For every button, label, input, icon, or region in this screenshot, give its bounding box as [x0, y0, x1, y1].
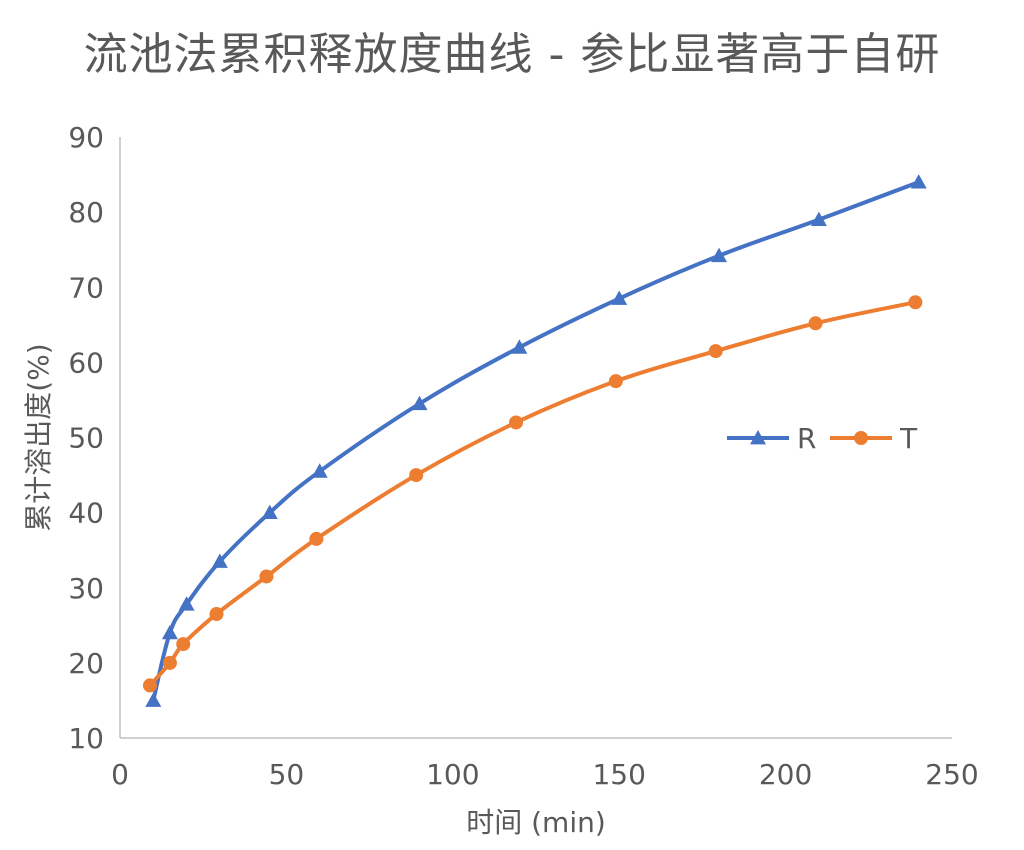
data-point-R	[810, 211, 827, 227]
data-point-T	[209, 607, 224, 622]
data-point-T	[142, 678, 157, 693]
legend-label-T: T	[899, 422, 918, 455]
x-tick-label: 200	[759, 758, 812, 791]
data-point-R	[178, 596, 195, 611]
data-point-T	[908, 295, 923, 310]
data-point-T	[409, 468, 424, 483]
legend-marker-T	[854, 431, 868, 445]
series-line-T	[147, 300, 918, 688]
x-tick-label: 0	[111, 758, 129, 791]
data-point-R	[311, 463, 328, 478]
data-point-T	[509, 415, 524, 430]
data-point-R	[161, 624, 178, 640]
y-tick-label: 30	[68, 572, 104, 605]
data-point-R	[910, 174, 927, 189]
y-tick-label: 10	[68, 722, 104, 755]
legend-label-R: R	[797, 422, 816, 455]
chart-title: 流池法累积释放度曲线 - 参比显著高于自研	[83, 29, 941, 80]
legend-marker-R	[750, 430, 766, 445]
data-point-R	[145, 692, 162, 707]
x-tick-label: 250	[925, 758, 978, 791]
data-point-R	[711, 247, 728, 263]
series-markers	[142, 174, 927, 707]
axes	[119, 137, 952, 739]
x-axis-title: 时间 (min)	[466, 806, 606, 839]
data-point-T	[608, 374, 623, 389]
tick-labels: 0 50 100 150 200 250 10 20 30 40 50 60 70 80 90	[68, 121, 978, 791]
data-point-R	[261, 504, 278, 520]
data-point-T	[309, 531, 324, 546]
data-point-R	[211, 553, 228, 568]
y-tick-label: 40	[68, 497, 104, 530]
data-point-R	[411, 395, 428, 411]
y-tick-label: 50	[68, 422, 104, 455]
x-tick-label: 100	[426, 758, 479, 791]
y-tick-label: 80	[68, 196, 104, 229]
y-tick-label: 90	[68, 121, 104, 154]
y-tick-label: 60	[68, 346, 104, 379]
data-point-R	[611, 290, 628, 305]
data-point-T	[176, 637, 191, 652]
x-tick-label: 50	[269, 758, 305, 791]
x-tick-label: 150	[592, 758, 645, 791]
data-point-R	[511, 339, 528, 354]
data-point-T	[708, 344, 723, 359]
data-point-T	[259, 569, 274, 584]
y-tick-label: 70	[68, 271, 104, 304]
y-axis-title: 累计溶出度(%)	[22, 343, 55, 531]
y-tick-label: 20	[68, 647, 104, 680]
data-point-T	[162, 655, 177, 670]
data-point-T	[808, 316, 823, 331]
